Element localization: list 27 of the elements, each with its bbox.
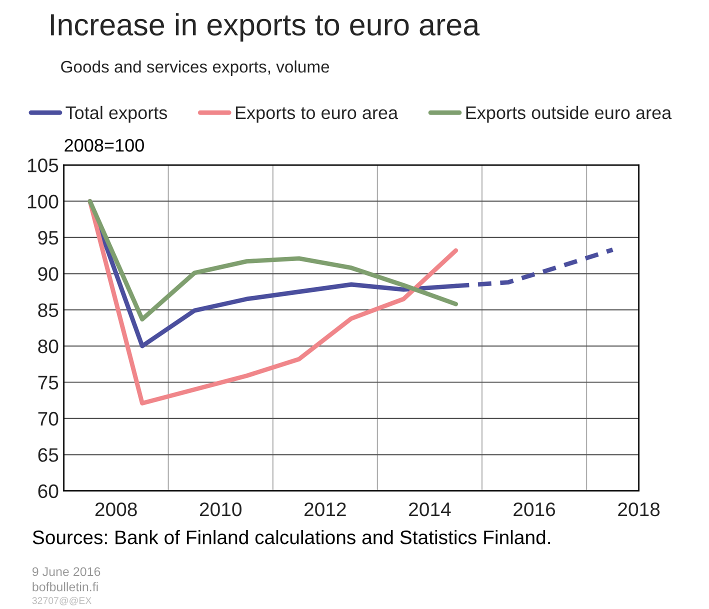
x-tick-label: 2012	[304, 502, 346, 516]
y-tick-label: 60	[38, 484, 58, 498]
source-note: Sources: Bank of Finland calculations and Statistics Finland.	[32, 530, 550, 544]
chart-subtitle: Goods and services exports, volume	[61, 60, 330, 76]
y-tick-label: 95	[38, 230, 58, 245]
y-tick-label: 80	[38, 340, 58, 354]
x-tick-label: 2014	[409, 502, 451, 516]
legend-label: Total exports	[66, 106, 168, 123]
text: 2008=100	[64, 138, 144, 152]
x-tick-label: 2018	[618, 502, 660, 516]
y-tick-label: 90	[38, 267, 58, 281]
x-tick-label: 2010	[200, 502, 242, 516]
y-tick-label: 105	[28, 158, 58, 172]
text: 32707@@EX	[32, 596, 92, 606]
x-tick-label: 2016	[514, 502, 556, 516]
line-series	[88, 199, 458, 322]
legend-label: Exports outside euro area	[466, 106, 672, 123]
y-tick-label: 85	[38, 303, 58, 318]
y-tick-label: 100	[28, 194, 58, 208]
y-tick-label: 65	[38, 448, 58, 462]
text: bofbulletin.fi	[32, 582, 98, 592]
chart-title: Increase in exports to euro area	[51, 13, 480, 42]
y-tick-label: 75	[38, 376, 58, 390]
legend-label: Exports to euro area	[236, 106, 398, 123]
text: 9 June 2016	[32, 567, 100, 576]
y-tick-label: 70	[38, 412, 58, 426]
x-tick-label: 2008	[95, 502, 137, 516]
